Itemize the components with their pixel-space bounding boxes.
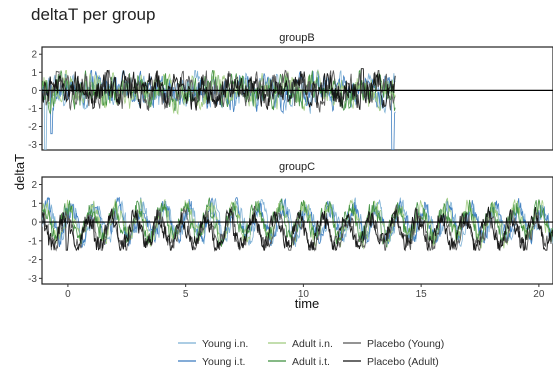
y-tick-label: -3 [28,274,37,285]
x-tick-label: 0 [65,289,71,300]
x-tick-label: 10 [298,289,310,300]
y-tick-label: -2 [28,122,37,133]
legend-label: Adult i.t. [292,356,330,368]
y-tick-label: 1 [31,199,37,210]
y-tick-label: 0 [31,86,37,97]
x-axis-label: time [295,296,320,311]
series-line-placebo-adult [42,68,396,111]
x-tick-label: 5 [183,289,189,300]
panel-groupB: groupB 2 1 0 -1 -2 -3 [28,32,553,151]
panel-label-groupB: groupB [279,32,314,44]
y-tick-label: 2 [31,180,37,191]
y-tick-label: -1 [28,104,37,115]
x-tick-label: 20 [533,289,545,300]
y-tick-label: -1 [28,236,37,247]
legend-label: Placebo (Young) [367,338,444,350]
panel-frame [41,46,553,151]
x-axis: 0 5 10 15 20 [65,284,545,300]
series-line-placebo-adult [42,206,553,252]
series-line-adult-i-t [42,197,553,248]
panel-frame [41,176,553,285]
series-line-young-i-t [42,196,553,248]
panel-groupC: groupC 2 1 0 -1 -2 -3 [28,161,553,285]
legend-label: Placebo (Adult) [367,356,439,368]
legend-label: Adult i.n. [292,338,333,350]
chart-title: deltaT per group [31,5,156,24]
y-tick-label: -3 [28,140,37,151]
x-tick-label: 15 [416,289,428,300]
y-tick-label: 1 [31,68,37,79]
legend-label: Young i.t. [202,356,245,368]
y-tick-label: 2 [31,50,37,61]
y-tick-label: -2 [28,255,37,266]
series-line-placebo-young [42,69,396,113]
y-axis-label: deltaT [12,154,27,190]
panel-label-groupC: groupC [279,161,315,173]
legend: Young i.n. Young i.t. Adult i.n. Adult i.t.… [178,338,444,368]
y-tick-label: 0 [31,218,37,229]
legend-label: Young i.n. [202,338,248,350]
